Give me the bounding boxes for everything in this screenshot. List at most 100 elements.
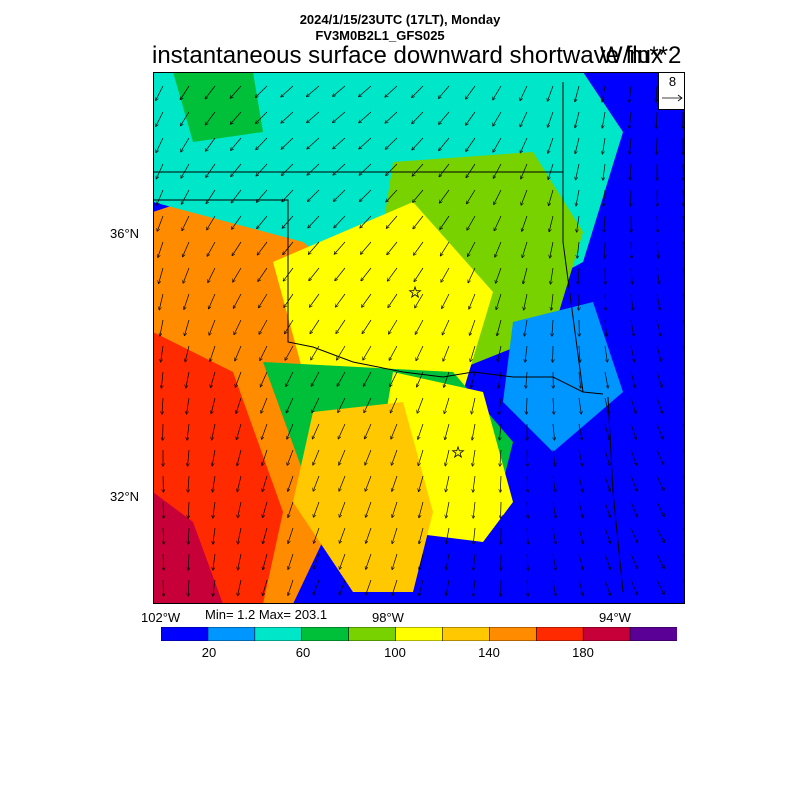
wind-arrow-icon — [212, 449, 216, 466]
wind-arrow-icon — [495, 241, 502, 257]
wind-arrow-icon — [578, 527, 583, 544]
plot-title: instantaneous surface downward shortwave… — [152, 42, 663, 69]
wind-arrow-icon — [163, 553, 164, 570]
wind-arrow-icon — [551, 267, 554, 284]
wind-arrow-icon — [258, 267, 268, 281]
wind-arrow-icon — [497, 319, 502, 336]
wind-arrow-icon — [287, 449, 294, 465]
wind-arrow-icon — [237, 449, 242, 466]
wind-arrow-icon — [469, 293, 476, 309]
wind-arrow-icon — [181, 111, 190, 126]
wind-arrow-icon — [550, 241, 554, 258]
wind-arrow-icon — [309, 267, 320, 281]
wind-arrow-icon — [553, 397, 554, 414]
wind-arrow-icon — [604, 527, 610, 543]
wind-arrow-icon — [630, 475, 637, 491]
wind-arrow-icon — [232, 241, 242, 255]
wind-arrow-icon — [467, 215, 476, 230]
wind-arrow-icon — [364, 397, 372, 412]
wind-arrow-icon — [439, 137, 450, 150]
wind-arrow-icon — [385, 111, 398, 123]
wind-arrow-icon — [339, 501, 346, 517]
wind-arrow-icon — [334, 241, 346, 254]
wind-arrow-icon — [232, 215, 242, 229]
wind-arrow-icon — [263, 579, 268, 595]
wind-arrow-icon — [188, 579, 189, 596]
wind-arrow-icon — [207, 241, 216, 256]
wind-arrow-icon — [604, 501, 610, 517]
wind-arrow-icon — [657, 215, 658, 232]
wind-arrow-icon — [366, 579, 372, 595]
wind-arrow-icon — [283, 241, 294, 254]
wind-arrow-icon — [656, 319, 661, 336]
wind-arrow-icon — [472, 397, 476, 414]
wind-arrow-icon — [604, 449, 610, 465]
wind-arrow-icon — [446, 579, 450, 596]
wind-arrow-icon — [156, 111, 164, 126]
wind-arrow-icon — [288, 579, 294, 595]
wind-arrow-icon — [366, 553, 372, 569]
wind-arrow-icon — [605, 241, 606, 258]
wind-arrow-icon — [340, 527, 346, 543]
wind-arrow-icon — [159, 267, 164, 283]
colorbar-swatch — [535, 627, 584, 641]
wind-arrow-icon — [578, 267, 579, 284]
wind-arrow-icon — [415, 293, 424, 308]
wind-arrow-icon — [656, 501, 664, 516]
wind-arrow-icon — [631, 241, 632, 258]
wind-arrow-icon — [387, 215, 398, 228]
wind-arrow-icon — [310, 319, 320, 333]
wind-arrow-icon — [473, 553, 476, 570]
colorbar-swatch — [395, 627, 444, 641]
wind-arrow-icon — [552, 449, 555, 466]
wind-arrow-icon — [522, 241, 528, 257]
wind-arrow-icon — [473, 475, 476, 492]
wind-arrow-icon — [412, 85, 424, 97]
wind-arrow-icon — [365, 475, 372, 491]
colorbar-swatch — [629, 627, 677, 641]
wind-arrow-icon — [604, 397, 609, 414]
wind-arrow-icon — [156, 137, 164, 152]
wind-arrow-icon — [183, 267, 190, 283]
wind-arrow-icon — [522, 215, 528, 231]
wind-arrow-icon — [656, 423, 663, 439]
wind-arrow-icon — [365, 449, 372, 465]
lat-label-36n: 36°N — [110, 226, 140, 241]
wind-arrow-icon — [339, 475, 346, 491]
wind-arrow-icon — [549, 215, 554, 232]
wind-arrow-icon — [473, 501, 476, 518]
wind-arrow-icon — [604, 475, 610, 491]
city-star-icon: ★ — [452, 444, 465, 460]
wind-arrow-icon — [414, 241, 424, 255]
wind-arrow-icon — [527, 527, 528, 544]
wind-arrow-icon — [364, 371, 372, 386]
wind-arrow-icon — [552, 579, 556, 596]
wind-arrow-icon — [417, 371, 424, 387]
wind-arrow-icon — [602, 111, 606, 128]
wind-arrow-icon — [419, 579, 424, 596]
wind-arrow-icon — [262, 475, 268, 491]
wind-arrow-icon — [498, 345, 502, 362]
wind-arrow-icon — [467, 189, 476, 204]
wind-arrow-icon — [548, 163, 554, 179]
wind-arrow-icon — [308, 215, 320, 228]
lat-label-32n: 32°N — [110, 489, 140, 504]
colorbar — [161, 627, 677, 641]
wind-arrow-icon — [391, 423, 398, 439]
colorbar-label: 140 — [478, 645, 500, 660]
wind-arrow-icon — [524, 319, 528, 336]
wind-arrow-icon — [527, 501, 528, 518]
wind-arrow-icon — [552, 319, 553, 336]
wind-arrow-icon — [392, 475, 398, 491]
wind-arrow-icon — [286, 397, 294, 413]
wind-arrow-icon — [470, 345, 476, 361]
wind-arrow-icon — [180, 85, 190, 100]
wind-arrow-icon — [630, 527, 637, 543]
field-band-gold — [293, 402, 433, 592]
wind-arrow-icon — [471, 371, 476, 388]
wind-arrow-icon — [388, 267, 398, 281]
wind-arrow-icon — [260, 345, 268, 360]
wind-arrow-icon — [237, 475, 242, 492]
wind-arrow-icon — [446, 475, 450, 492]
wind-arrow-icon — [470, 319, 476, 335]
